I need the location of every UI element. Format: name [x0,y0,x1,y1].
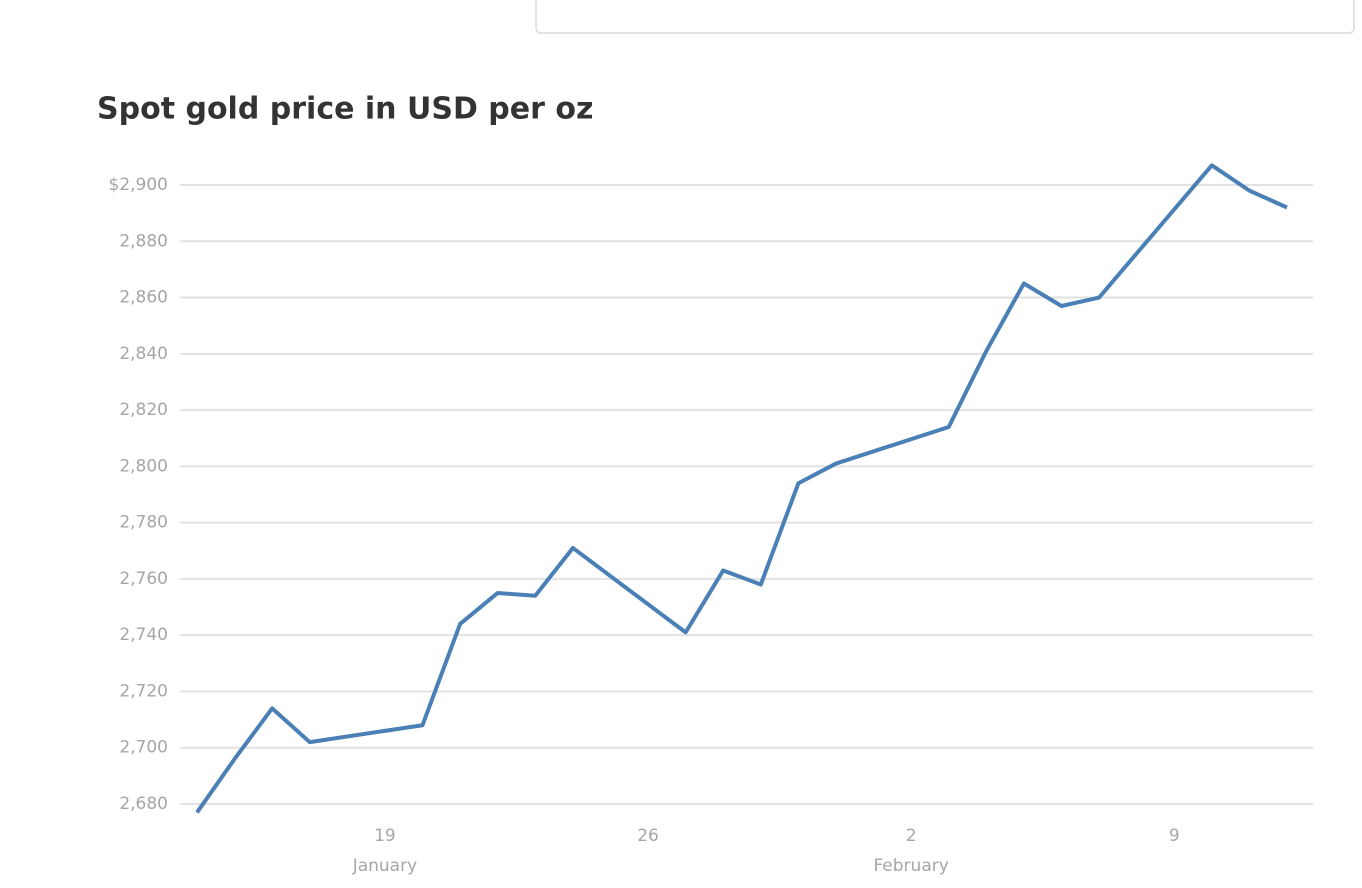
y-tick-label: 2,760 [119,569,168,589]
x-month-label: February [873,856,948,876]
x-tick-label: 19 [374,826,396,846]
y-tick-label: 2,720 [119,681,168,701]
x-tick-label: 2 [906,826,917,846]
price-line [195,163,1288,814]
y-tick-label: 2,780 [119,513,168,533]
y-tick-label: 2,820 [119,400,168,420]
y-tick-label: 2,740 [119,625,168,645]
chart-title: Spot gold price in USD per oz [97,92,593,127]
y-tick-label: $2,900 [109,175,168,195]
x-month-label: January [352,856,417,876]
y-tick-label: 2,680 [119,794,168,814]
y-tick-label: 2,700 [119,738,168,758]
y-tick-label: 2,800 [119,456,168,476]
y-tick-label: 2,860 [119,288,168,308]
x-tick-label: 26 [637,826,659,846]
y-tick-label: 2,840 [119,344,168,364]
search-box[interactable] [535,0,1355,34]
x-tick-label: 9 [1169,826,1180,846]
y-tick-label: 2,880 [119,231,168,251]
